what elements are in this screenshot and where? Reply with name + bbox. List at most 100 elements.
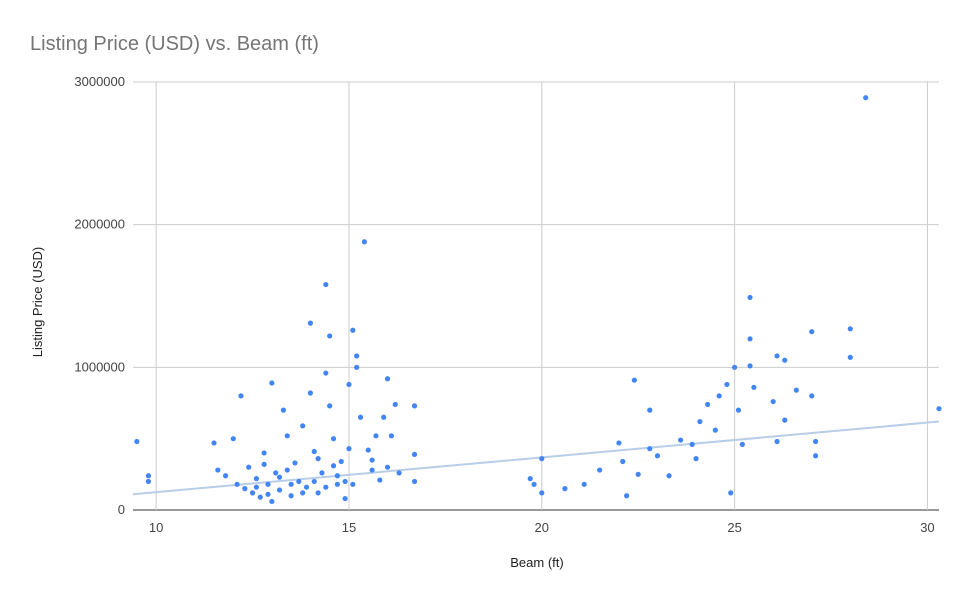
data-point: [411, 451, 418, 457]
data-point: [732, 364, 738, 370]
data-point: [562, 486, 568, 492]
data-point: [315, 490, 321, 496]
data-point: [539, 490, 545, 496]
data-point: [265, 491, 271, 497]
data-point: [724, 381, 730, 388]
data-point: [388, 433, 394, 439]
data-point: [327, 403, 333, 409]
data-point: [145, 473, 152, 479]
data-point: [809, 329, 815, 335]
data-point: [222, 473, 229, 479]
data-point: [242, 486, 248, 492]
data-point: [735, 407, 742, 413]
data-point: [782, 417, 788, 423]
x-tick-labels: 10 15 20 25 30: [149, 520, 935, 535]
y-axis-label: Listing Price (USD): [30, 247, 45, 358]
data-point: [315, 456, 321, 462]
data-point: [307, 320, 313, 326]
data-point: [616, 440, 622, 446]
data-point: [276, 487, 283, 493]
data-point: [678, 437, 684, 443]
data-point: [253, 484, 260, 490]
data-point: [211, 440, 217, 446]
data-point: [284, 467, 290, 473]
data-point: [276, 474, 283, 480]
data-point: [705, 401, 711, 408]
data-point: [265, 481, 271, 487]
data-point: [350, 327, 356, 333]
data-point: [381, 414, 387, 420]
data-point: [809, 393, 815, 399]
x-tick-label: 20: [535, 520, 549, 535]
data-point: [654, 453, 661, 459]
data-point: [307, 390, 313, 396]
data-point: [369, 467, 375, 473]
data-point: [273, 470, 279, 476]
data-point: [330, 463, 337, 469]
data-point: [296, 478, 302, 485]
data-point: [647, 407, 653, 413]
data-point: [693, 456, 699, 462]
data-point: [354, 353, 360, 359]
data-point: [323, 484, 329, 490]
y-tick-label: 2000000: [74, 217, 125, 232]
y-tick-labels: 0 1000000 2000000 3000000: [74, 74, 125, 517]
data-point: [311, 478, 317, 485]
points-layer: [134, 95, 942, 505]
data-point: [215, 467, 221, 473]
x-tick-label: 15: [342, 520, 356, 535]
data-point: [411, 403, 418, 409]
data-point: [631, 377, 637, 383]
data-point: [269, 498, 275, 505]
data-point: [597, 467, 603, 473]
data-point: [847, 354, 853, 360]
data-point: [350, 481, 356, 487]
data-point: [323, 281, 329, 288]
data-point: [230, 436, 236, 442]
data-point: [257, 494, 263, 500]
data-point: [300, 490, 306, 496]
x-tick-label: 30: [920, 520, 934, 535]
data-point: [812, 453, 819, 459]
data-point: [134, 438, 140, 445]
data-point: [261, 461, 267, 467]
data-point: [782, 357, 788, 363]
data-point: [145, 478, 152, 485]
data-point: [739, 441, 745, 447]
data-point: [377, 477, 383, 483]
data-point: [288, 493, 294, 499]
data-point: [728, 490, 734, 496]
data-point: [365, 447, 371, 453]
data-point: [342, 495, 348, 502]
data-point: [292, 460, 298, 466]
data-point: [666, 473, 672, 479]
data-point: [284, 433, 290, 439]
data-point: [303, 484, 310, 490]
data-point: [411, 478, 418, 485]
data-point: [751, 384, 757, 390]
data-point: [697, 418, 703, 425]
data-point: [793, 387, 799, 393]
data-point: [261, 450, 267, 456]
data-point: [346, 446, 352, 452]
y-tick-label: 1000000: [74, 359, 125, 374]
data-point: [770, 398, 776, 405]
data-point: [269, 380, 275, 386]
x-axis-label: Beam (ft): [510, 555, 563, 570]
data-point: [357, 414, 364, 420]
data-point: [539, 456, 545, 462]
data-point: [581, 481, 587, 487]
data-point: [747, 336, 753, 342]
data-point: [327, 333, 333, 339]
data-point: [647, 446, 653, 452]
data-point: [249, 490, 256, 496]
data-point: [747, 294, 753, 301]
y-tick-label: 0: [118, 502, 125, 517]
data-point: [334, 473, 340, 479]
data-point: [373, 433, 379, 439]
data-point: [689, 441, 695, 447]
data-point: [354, 364, 360, 370]
data-point: [384, 464, 391, 470]
data-point: [620, 458, 626, 465]
